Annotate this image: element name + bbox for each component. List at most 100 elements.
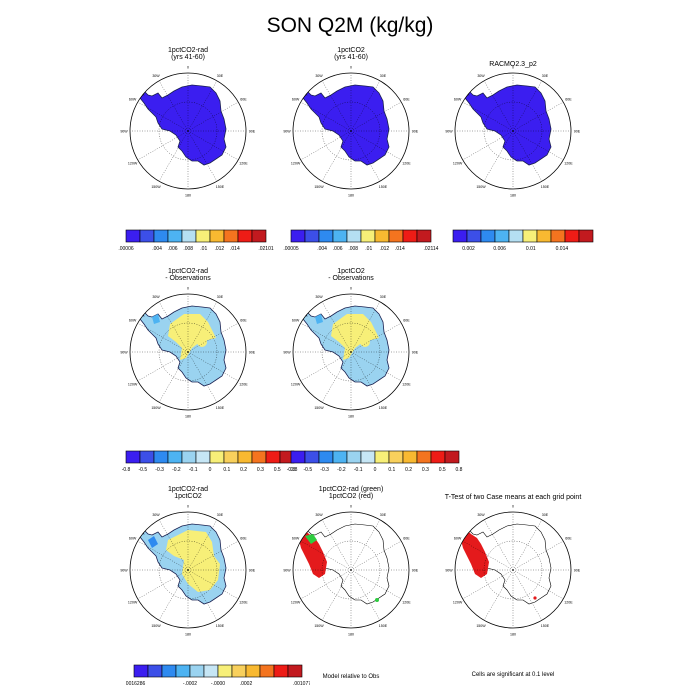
colorbar-box (237, 229, 253, 243)
longitude-label: 120W (453, 162, 463, 166)
longitude-label: 180 (510, 194, 516, 198)
colorbar-box (133, 664, 149, 678)
colorbar-label: .00005 (283, 246, 299, 252)
meridian-line (187, 80, 218, 132)
colorbar-label: -0.8 (287, 467, 296, 473)
longitude-label: 150W (476, 185, 486, 189)
longitude-label: 150W (151, 185, 161, 189)
colorbar-box (287, 664, 303, 678)
longitude-label: 150E (379, 185, 388, 189)
panel-title-line1: 1pctCO2 (337, 47, 365, 54)
longitude-label: 0 (512, 505, 514, 509)
meridian-line (321, 80, 352, 132)
latitude-ring (158, 322, 218, 382)
longitude-label: 120W (291, 601, 301, 605)
meridian-line (137, 540, 189, 571)
peninsula-fill (294, 84, 308, 96)
longitude-label: 120W (453, 601, 463, 605)
colorbar-box (251, 450, 267, 464)
colorbar-box (251, 229, 267, 243)
meridian-line (137, 101, 189, 132)
polar-map: 0 30E 60E 90E 120E 150E 180 150W 120W 90W 60W 30W (445, 66, 580, 198)
panel-1pctco2-rad-minus-obs: 1pctCO2-rad - Observations 0 30E 60E 90E 120E… (118, 268, 258, 428)
colorbar-box (139, 229, 155, 243)
colorbar-box (346, 229, 362, 243)
panel-title-line2: - Observations (165, 275, 211, 282)
longitude-label: 60W (292, 537, 300, 541)
colorbar-box (125, 229, 141, 243)
meridian-line (187, 569, 239, 600)
continent-fill (460, 84, 552, 166)
longitude-label: 150W (314, 185, 324, 189)
meridian-line (512, 130, 543, 182)
meridian-line (137, 130, 189, 161)
colorbar-box (346, 450, 362, 464)
longitude-label: 180 (348, 415, 354, 419)
longitude-label: 30W (315, 74, 323, 78)
longitude-label: 30E (380, 513, 387, 517)
negative-patch (315, 314, 323, 324)
green-region (305, 534, 317, 544)
colorbar-svg: -0.8 -0.5 -0.3 -0.2 -0.1 0 0.1 0.2 0.3 0.5 0.8 (122, 450, 298, 473)
colorbar-svg: .00006 .004 .006 .008 .01 .012 .014 .02101 (118, 229, 274, 252)
colorbar-box (466, 229, 482, 243)
significant-region (457, 526, 489, 578)
colorbar-label: .001077 (293, 681, 310, 687)
panel-title: 1pctCO2 (yrs 41-60) (281, 47, 421, 61)
green-spot (375, 598, 379, 602)
longitude-label: 150W (151, 406, 161, 410)
colorbar-box (153, 229, 169, 243)
meridian-line (187, 301, 218, 353)
colorbar-box (223, 229, 239, 243)
panel-title-line1: 1pctCO2-rad (167, 47, 209, 54)
colorbar-box (416, 229, 432, 243)
meridian-line (137, 569, 189, 600)
meridian-line (483, 130, 514, 182)
colorbar-box (430, 450, 446, 464)
meridian-line (512, 101, 564, 132)
map-border (129, 293, 247, 411)
colorbar-box (147, 664, 163, 678)
longitude-label: 60W (292, 98, 300, 102)
meridian-line (187, 351, 218, 403)
meridian-line (462, 569, 514, 600)
meridian-line (512, 569, 543, 621)
polar-map: 0 30E 60E 90E 120E 150E 180 150W 120W 90W 60W 30W (283, 287, 418, 419)
longitude-label: 60E (565, 537, 572, 541)
colorbar-label: .02101 (258, 246, 274, 252)
longitude-label: 90W (283, 130, 291, 134)
longitude-label: 60E (403, 537, 410, 541)
meridian-line (187, 130, 239, 161)
negative-patch (148, 536, 158, 548)
meridian-line (462, 540, 514, 571)
colorbar-svg: .00005 .004 .006 .008 .01 .012 .014 .02114 (283, 229, 439, 252)
longitude-label: 0 (512, 66, 514, 70)
meridian-line (350, 301, 381, 353)
colorbar-box (153, 450, 169, 464)
panel-title-line2: 1pctCO2 (red) (328, 493, 374, 500)
longitude-label: 120E (402, 383, 411, 387)
longitude-label: 180 (185, 415, 191, 419)
longitude-label: 150W (314, 406, 324, 410)
meridian-line (350, 569, 381, 621)
latitude-ring (321, 322, 381, 382)
longitude-label: 120E (402, 162, 411, 166)
longitude-label: 0 (187, 287, 189, 291)
red-spot (533, 596, 537, 600)
colorbar-svg: 0.002 0.006 0.01 0.014 (452, 229, 594, 252)
meridian-line (158, 351, 189, 403)
colorbar-label: 0.2 (405, 467, 412, 473)
peninsula-fill (131, 305, 145, 317)
meridian-line (187, 540, 239, 571)
colorbar-box (259, 664, 275, 678)
latitude-ring (321, 101, 381, 161)
longitude-label: 150E (379, 406, 388, 410)
colorbar-box (564, 229, 580, 243)
panel-title-line1: 1pctCO2-rad (green) (318, 486, 384, 493)
colorbar-box (237, 450, 253, 464)
panel-title-line1: T-Test of two Case means at each grid po… (444, 494, 582, 501)
panel-1pctco2: 1pctCO2 (yrs 41-60) 0 30E 60E 90E 120E 150E 180… (281, 47, 421, 207)
longitude-label: 30W (477, 513, 485, 517)
longitude-label: 120W (128, 162, 138, 166)
longitude-label: 150E (541, 624, 550, 628)
